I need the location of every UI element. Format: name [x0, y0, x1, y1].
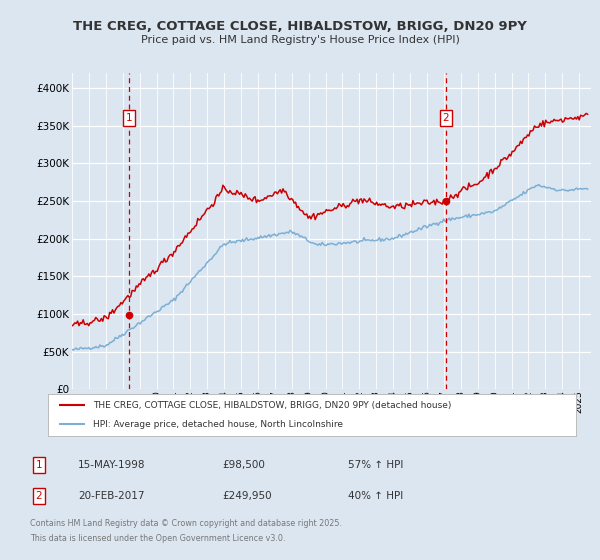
- Text: This data is licensed under the Open Government Licence v3.0.: This data is licensed under the Open Gov…: [30, 534, 286, 543]
- Text: Contains HM Land Registry data © Crown copyright and database right 2025.: Contains HM Land Registry data © Crown c…: [30, 519, 342, 528]
- Text: 20-FEB-2017: 20-FEB-2017: [78, 491, 145, 501]
- Text: THE CREG, COTTAGE CLOSE, HIBALDSTOW, BRIGG, DN20 9PY (detached house): THE CREG, COTTAGE CLOSE, HIBALDSTOW, BRI…: [93, 400, 451, 409]
- Text: HPI: Average price, detached house, North Lincolnshire: HPI: Average price, detached house, Nort…: [93, 420, 343, 429]
- Text: £98,500: £98,500: [222, 460, 265, 470]
- Text: Price paid vs. HM Land Registry's House Price Index (HPI): Price paid vs. HM Land Registry's House …: [140, 35, 460, 45]
- Text: 2: 2: [35, 491, 43, 501]
- Text: 1: 1: [125, 113, 132, 123]
- Text: 57% ↑ HPI: 57% ↑ HPI: [348, 460, 403, 470]
- Text: THE CREG, COTTAGE CLOSE, HIBALDSTOW, BRIGG, DN20 9PY: THE CREG, COTTAGE CLOSE, HIBALDSTOW, BRI…: [73, 20, 527, 32]
- Text: £249,950: £249,950: [222, 491, 272, 501]
- Text: 2: 2: [443, 113, 449, 123]
- Text: 15-MAY-1998: 15-MAY-1998: [78, 460, 146, 470]
- Text: 40% ↑ HPI: 40% ↑ HPI: [348, 491, 403, 501]
- Text: 1: 1: [35, 460, 43, 470]
